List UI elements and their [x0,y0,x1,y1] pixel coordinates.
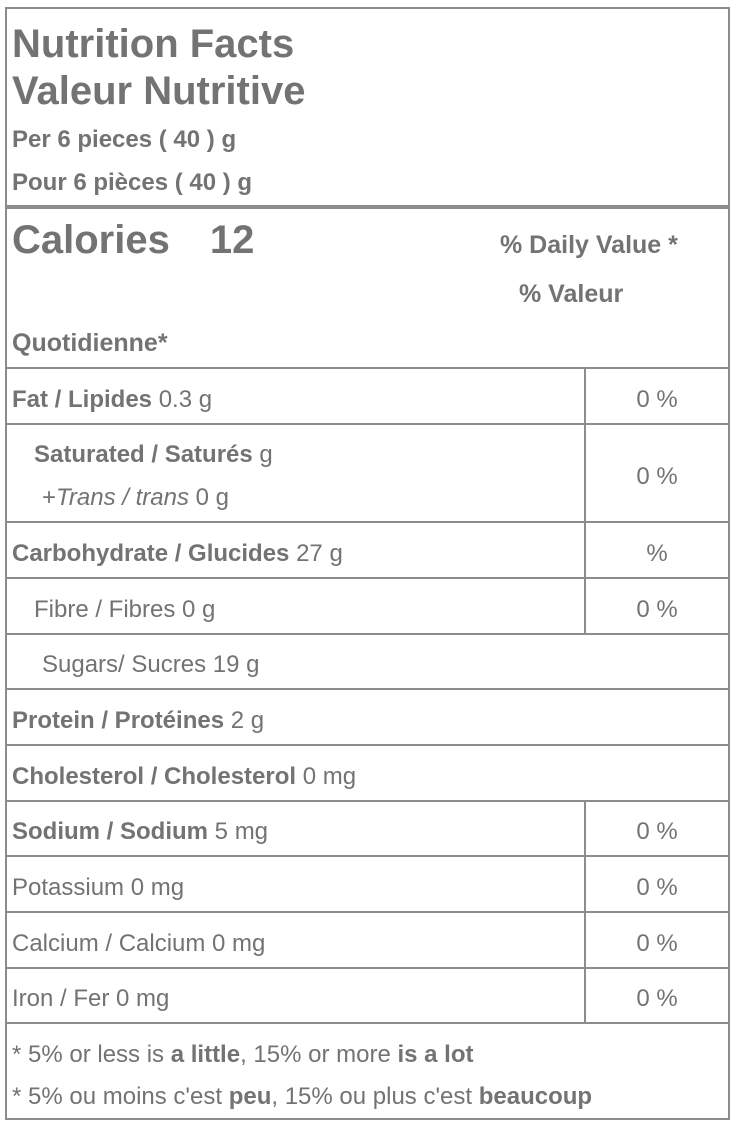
divider [7,744,728,746]
fat-amount: 0.3 g [158,386,213,413]
calories-value: 12 [209,218,255,262]
cholesterol-label: Cholesterol / Cholesterol [12,763,297,790]
footnote-emphasis: peu [228,1083,272,1110]
serving-size-english: Per 6 pieces ( 40 ) g [12,126,237,153]
protein-row: Protein / Protéines 2 g [12,707,264,735]
protein-label: Protein / Protéines [12,707,225,734]
footnote-english: * 5% or less is a little, 15% or more is… [12,1041,474,1069]
trans-prefix: + [42,484,57,511]
trans-amount: 0 g [195,484,229,511]
footnote-emphasis: beaucoup [478,1083,593,1110]
daily-value-header-french-2: Quotidienne* [12,329,168,357]
saturated-label: Saturated / Saturés [34,441,253,468]
trans-row: +Trans / trans 0 g [42,484,229,512]
divider [7,800,728,802]
footnote-text: , 15% or more [240,1041,398,1068]
cholesterol-row: Cholesterol / Cholesterol 0 mg [12,763,356,791]
trans-label: Trans / trans [56,484,189,511]
footnote-text: * 5% or less is [12,1041,171,1068]
calories-label: Calories [12,218,170,262]
iron-daily-value: 0 % [636,985,678,1012]
footnote-emphasis: a little [170,1041,241,1068]
divider [7,967,728,969]
saturated-amount: g [259,441,273,468]
footnote-french: * 5% ou moins c'est peu, 15% ou plus c'e… [12,1083,592,1111]
sodium-amount: 5 mg [214,818,269,845]
iron-label: Iron / Fer 0 mg [12,985,170,1012]
nutrition-facts-panel: Nutrition Facts Valeur Nutritive Per 6 p… [5,7,730,1120]
carbohydrate-row: Carbohydrate / Glucides 27 g [12,540,343,568]
calories-row: Calories 12 [12,218,254,263]
carbohydrate-amount: 27 g [296,540,343,567]
daily-value-header-french-1: % Valeur [519,280,624,308]
column-divider [584,367,586,577]
divider [7,521,728,523]
fibre-daily-value: 0 % [636,596,678,623]
divider [7,855,728,857]
divider [7,1022,728,1024]
title-english: Nutrition Facts [12,22,295,66]
footnote-emphasis: is a lot [397,1041,474,1068]
protein-amount: 2 g [230,707,265,734]
calcium-label: Calcium / Calcium 0 mg [12,930,266,957]
divider [7,688,728,690]
fat-row: Fat / Lipides 0.3 g [12,386,212,414]
sodium-row: Sodium / Sodium 5 mg [12,818,268,846]
daily-value-header-english: % Daily Value * [500,231,678,259]
calcium-daily-value: 0 % [636,930,678,957]
carbohydrate-label: Carbohydrate / Glucides [12,540,290,567]
column-divider [584,577,586,633]
sodium-label: Sodium / Sodium [12,818,208,845]
thick-divider [7,205,728,209]
divider [7,911,728,913]
saturated-daily-value: 0 % [636,463,678,490]
fibre-label: Fibre / Fibres 0 g [34,596,216,623]
footnote-text: * 5% ou moins c'est [12,1083,229,1110]
divider [7,633,728,635]
divider [7,367,728,369]
divider [7,577,728,579]
saturated-row: Saturated / Saturés g [34,441,273,469]
potassium-daily-value: 0 % [636,874,678,901]
sugars-label: Sugars/ Sucres 19 g [42,651,260,678]
divider [7,423,728,425]
potassium-label: Potassium 0 mg [12,874,185,901]
fat-daily-value: 0 % [636,386,678,413]
column-divider [584,800,586,1024]
carbohydrate-daily-value: % [646,540,668,567]
title-french: Valeur Nutritive [12,69,306,113]
sodium-daily-value: 0 % [636,818,678,845]
serving-size-french: Pour 6 pièces ( 40 ) g [12,169,253,196]
fat-label: Fat / Lipides [12,386,153,413]
footnote-text: , 15% ou plus c'est [271,1083,479,1110]
cholesterol-amount: 0 mg [302,763,357,790]
